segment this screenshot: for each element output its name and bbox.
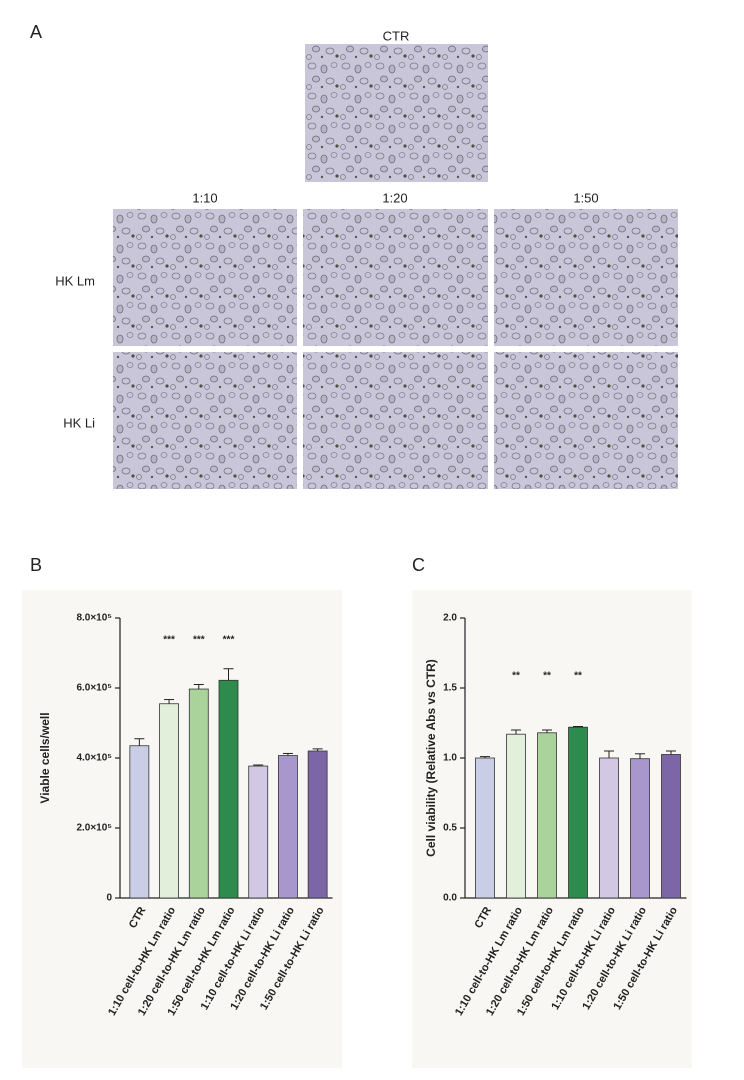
bar — [568, 726, 588, 899]
y-tick-label: 2.0 — [443, 613, 457, 624]
micrograph — [113, 209, 297, 346]
bar — [506, 733, 526, 899]
bar — [630, 758, 650, 899]
y-tick-label: 1.0 — [443, 753, 457, 764]
micrograph — [113, 352, 297, 489]
y-tick-label: 6.0×10⁵ — [76, 683, 112, 694]
micrograph — [303, 352, 488, 489]
column-label: 1:20 — [382, 190, 407, 205]
panel-label: B — [30, 555, 42, 575]
bar — [661, 754, 681, 899]
bar — [278, 755, 298, 899]
bar — [475, 757, 495, 899]
y-tick-label: 0.5 — [443, 823, 457, 834]
bar — [188, 688, 209, 899]
micrograph — [494, 209, 678, 346]
micrograph — [494, 352, 678, 489]
bar — [599, 757, 619, 899]
bar — [307, 750, 328, 899]
y-tick-label: 0.0 — [443, 893, 457, 904]
bar — [218, 679, 239, 899]
column-label: 1:10 — [192, 190, 217, 205]
y-tick-label: 0 — [106, 893, 112, 904]
bar — [537, 732, 557, 899]
y-tick-label: 4.0×10⁵ — [76, 753, 112, 764]
y-axis-label: Viable cells/well — [38, 712, 52, 803]
significance: ** — [574, 671, 582, 682]
micrograph — [303, 209, 488, 346]
panel-label: A — [30, 22, 42, 42]
row-label: HK Li — [63, 415, 95, 430]
bar — [129, 745, 150, 899]
bar — [159, 703, 179, 899]
y-tick-label: 1.5 — [443, 683, 457, 694]
significance: *** — [193, 635, 205, 646]
y-tick-label: 8.0×10⁵ — [76, 613, 112, 624]
significance: ** — [512, 671, 520, 682]
image-label: CTR — [383, 28, 410, 43]
y-axis-label: Cell viability (Relative Abs vs CTR) — [424, 659, 438, 857]
y-tick-label: 2.0×10⁵ — [76, 823, 112, 834]
significance: ** — [543, 671, 551, 682]
micrograph — [305, 44, 488, 182]
significance: *** — [223, 635, 235, 646]
column-label: 1:50 — [573, 190, 598, 205]
row-label: HK Lm — [55, 273, 95, 288]
panel-label: C — [412, 555, 425, 575]
bar — [248, 765, 269, 899]
significance: *** — [163, 635, 175, 646]
